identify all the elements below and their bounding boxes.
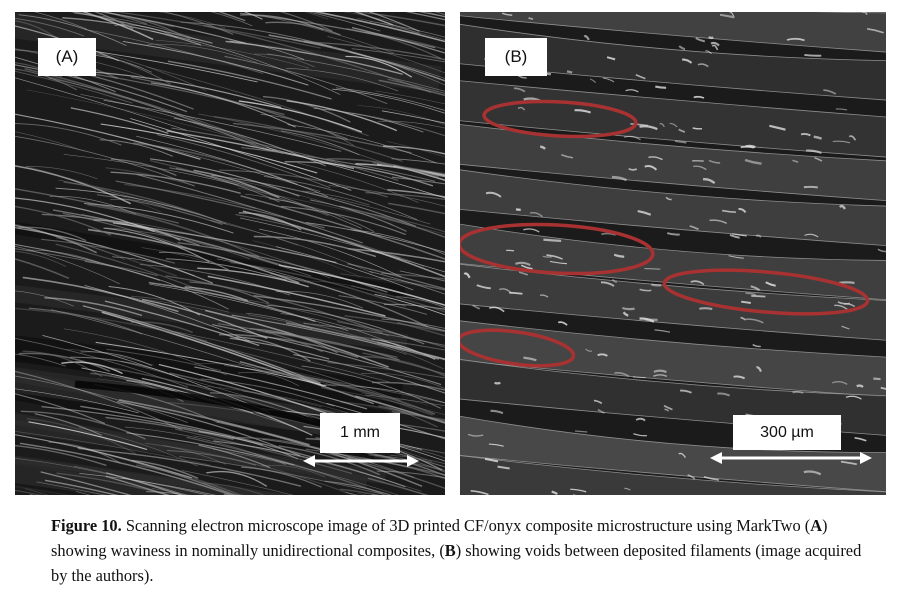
caption-heading: Figure 10. [51, 516, 122, 535]
panel-label-a: (A) [38, 38, 96, 76]
caption-ref-a: A [810, 516, 823, 535]
figure-caption: Figure 10. Scanning electron microscope … [51, 513, 871, 588]
scale-bar-label-a: 1 mm [320, 413, 400, 453]
caption-text-1: Scanning electron microscope image of 3D… [121, 516, 811, 535]
sem-image-panel-b: (B) 300 µm [460, 12, 886, 495]
caption-text-3: ) showing voids between deposited filame… [51, 541, 862, 585]
panel-label-b: (B) [485, 38, 547, 76]
caption-text-2: ) showing waviness in nominally unidirec… [51, 516, 828, 560]
sem-image-panel-a: (A) 1 mm [15, 12, 445, 495]
caption-ref-b: B [444, 541, 456, 560]
scale-bar-label-b: 300 µm [733, 415, 841, 450]
